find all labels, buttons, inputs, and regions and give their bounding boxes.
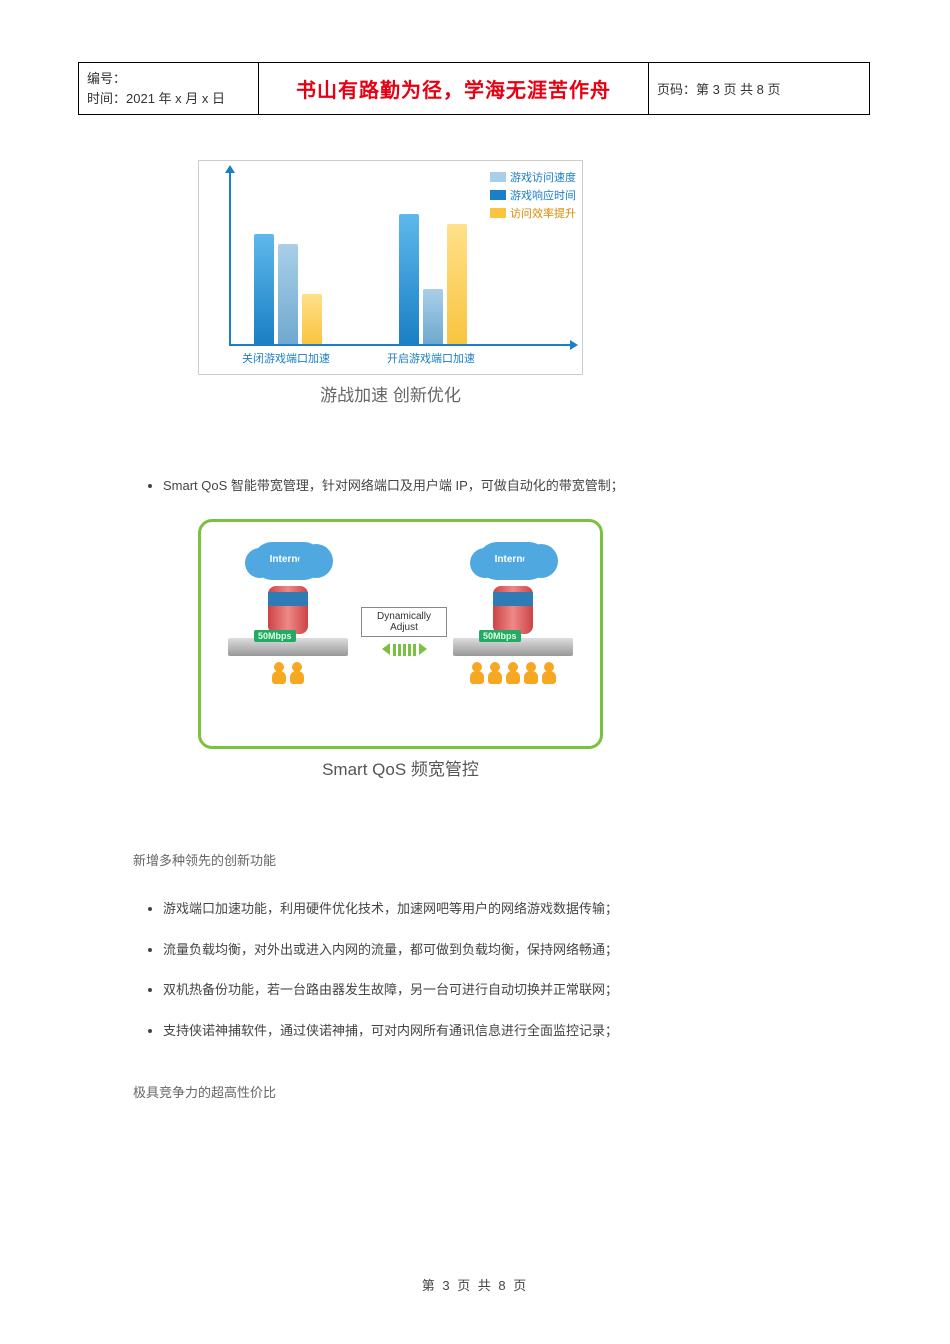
user-icon <box>487 662 503 684</box>
bullet-list-1: Smart QoS 智能带宽管理，针对网络端口及用户端 IP，可做自动化的带宽管… <box>133 476 870 497</box>
chart-bar <box>447 224 467 344</box>
qos-node-right: Internet 50Mbps <box>438 542 588 687</box>
x-axis-label: 开启游戏端口加速 <box>381 350 481 366</box>
pipe-icon <box>268 586 308 634</box>
page-footer: 第 3 页 共 8 页 <box>0 1275 950 1294</box>
chart-legend: 游戏访问速度游戏响应时间访问效率提升 <box>490 167 576 223</box>
x-axis-label: 关闭游戏端口加速 <box>236 350 336 366</box>
legend-item: 访问效率提升 <box>490 205 576 221</box>
x-axis <box>229 344 572 346</box>
chart-bar <box>254 234 274 344</box>
router-icon: 50Mbps <box>228 638 348 656</box>
bullet-list-features: 游戏端口加速功能，利用硬件优化技术，加速网吧等用户的网络游戏数据传输； 流量负载均… <box>133 899 870 1042</box>
chart-bar <box>399 214 419 344</box>
figure-game-accel: 游戏访问速度游戏响应时间访问效率提升 关闭游戏端口加速 开启游戏端口加速 游战加速… <box>198 160 583 406</box>
feature-bullet: 支持侠诺神捕软件，通过侠诺神捕，可对内网所有通讯信息进行全面监控记录； <box>163 1021 870 1042</box>
chart-bar <box>423 289 443 344</box>
bar-chart: 游戏访问速度游戏响应时间访问效率提升 关闭游戏端口加速 开启游戏端口加速 <box>198 160 583 375</box>
cloud-icon: Internet <box>478 542 548 580</box>
doc-motto: 书山有路勤为径，学海无涯苦作舟 <box>296 80 611 102</box>
user-icon <box>505 662 521 684</box>
bullet-smart-qos: Smart QoS 智能带宽管理，针对网络端口及用户端 IP，可做自动化的带宽管… <box>163 476 870 497</box>
adjust-arrows-icon <box>361 641 447 657</box>
doc-header: 编号： 时间：2021 年 x 月 x 日 书山有路勤为径，学海无涯苦作舟 页码… <box>78 62 870 115</box>
hdr-left: 编号： 时间：2021 年 x 月 x 日 <box>79 63 259 115</box>
y-axis <box>229 171 231 346</box>
user-icon <box>523 662 539 684</box>
users-right <box>438 662 588 687</box>
user-icon <box>289 662 305 684</box>
cloud-icon: Internet <box>253 542 323 580</box>
hdr-mid: 书山有路勤为径，学海无涯苦作舟 <box>259 63 649 115</box>
users-left <box>213 662 363 687</box>
figure1-caption: 游战加速 创新优化 <box>198 381 583 406</box>
dynamic-adjust: DynamicallyAdjust <box>361 607 447 657</box>
legend-item: 游戏访问速度 <box>490 169 576 185</box>
section-heading-features: 新增多种领先的创新功能 <box>133 850 870 869</box>
feature-bullet: 流量负载均衡，对外出或进入内网的流量，都可做到负载均衡，保持网络畅通； <box>163 940 870 961</box>
doc-number: 编号： <box>87 69 250 89</box>
section-heading-value: 极具竞争力的超高性价比 <box>133 1082 870 1101</box>
dyn-label: DynamicallyAdjust <box>361 607 447 637</box>
qos-node-left: Internet 50Mbps <box>213 542 363 687</box>
page-code: 页码：第 3 页 共 8 页 <box>657 82 781 97</box>
chart-bar <box>278 244 298 344</box>
chart-bar <box>302 294 322 344</box>
feature-bullet: 双机热备份功能，若一台路由器发生故障，另一台可进行自动切换并正常联网； <box>163 980 870 1001</box>
user-icon <box>271 662 287 684</box>
user-icon <box>469 662 485 684</box>
pipe-icon <box>493 586 533 634</box>
qos-diagram: Internet 50Mbps DynamicallyAdjust Intern… <box>198 519 603 749</box>
router-icon: 50Mbps <box>453 638 573 656</box>
feature-bullet: 游戏端口加速功能，利用硬件优化技术，加速网吧等用户的网络游戏数据传输； <box>163 899 870 920</box>
legend-item: 游戏响应时间 <box>490 187 576 203</box>
user-icon <box>541 662 557 684</box>
figure2-caption: Smart QoS 频宽管控 <box>198 755 603 780</box>
hdr-right: 页码：第 3 页 共 8 页 <box>649 63 870 115</box>
figure-smart-qos: Internet 50Mbps DynamicallyAdjust Intern… <box>198 519 603 780</box>
doc-date: 时间：2021 年 x 月 x 日 <box>87 89 250 109</box>
